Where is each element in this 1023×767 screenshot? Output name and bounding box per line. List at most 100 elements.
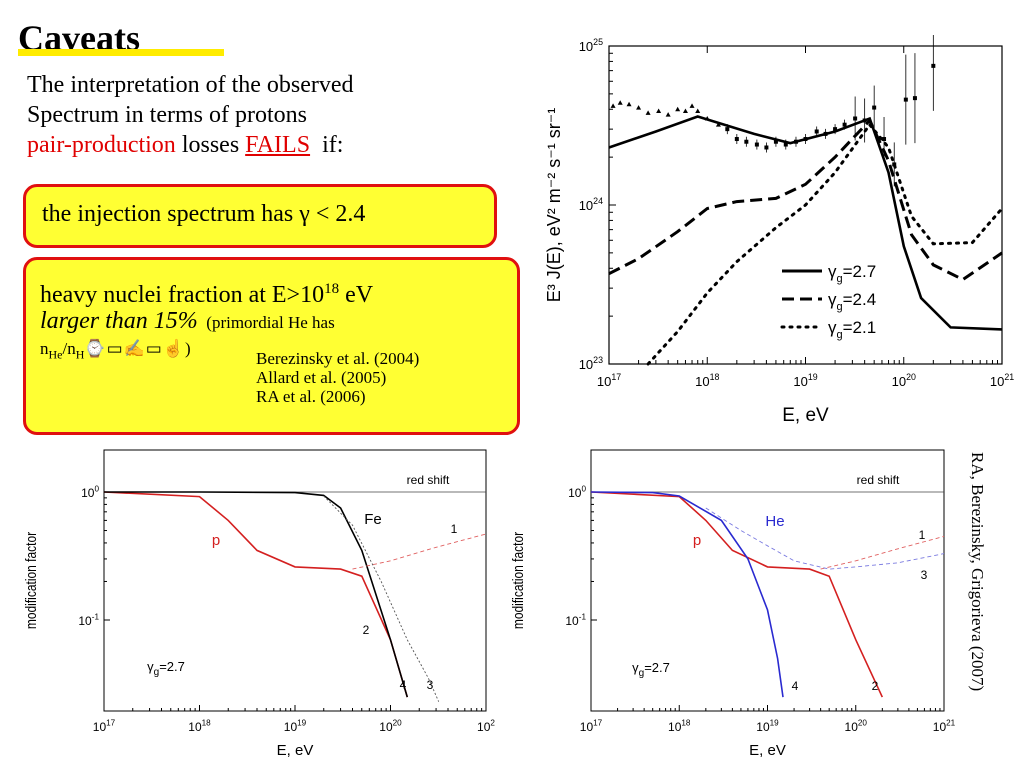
data-point-triangle [645,110,651,115]
losses-text: losses [175,132,246,158]
y-tick-label: 10-1 [565,613,586,628]
intro-line-1: The interpretation of the observed [27,72,354,98]
data-point-square [744,139,749,144]
curve-1-dashed [352,533,487,570]
y-tick-label: 100 [568,485,586,500]
reference-item: RA et al. (2006) [256,387,366,406]
spectrum-chart-ticks: 1017 1018 1019 1020 1021 1023 1024 1025 [579,37,1015,389]
data-point-square [853,116,858,121]
x-tick-label: 1020 [845,719,868,734]
x-axis-label: E, eV [782,405,829,426]
he-chart-annotations: red shift p He 1 2 3 4 γg=2.7 E, eV modification … [510,473,928,759]
data-point-square [783,142,788,147]
intro-line-2: Spectrum in terms of protons [27,102,307,128]
data-point-triangle [665,112,671,117]
spectrum-axis-labels: E, eV E³ J(E), eV² m⁻² s⁻¹ sr⁻¹ [544,108,829,426]
x-tick-label: 1018 [695,372,719,389]
curve-3-dotted [323,495,440,702]
if-text: if: [310,132,344,158]
x-axis-label: E, eV [277,742,314,759]
x-tick-label: 1019 [756,719,779,734]
ratio-glyphs: ⌚▭✍▭☝ [84,339,186,358]
data-point-triangle [610,103,616,108]
x-tick-label: 1017 [580,719,603,734]
data-point-triangle [682,108,688,114]
legend-label: γg=2.7 [828,262,876,285]
data-point-square [833,127,838,132]
he-label: He [765,513,784,530]
x-tick-label: 1018 [188,719,211,734]
data-point-square [872,105,877,110]
pair-production-text: pair-production [27,132,176,158]
series-line-p [103,491,409,698]
primordial-note: (primordial He has [197,313,335,332]
spectrum-legend: γg=2.7 γg=2.4 γg=2.1 [780,262,876,341]
ratio-sub-h: H [75,347,85,362]
ratio-sub-he: He [48,347,63,362]
data-point-triangle [636,105,642,110]
heavy-nuclei-suffix: eV [339,282,374,308]
heavy-nuclei-prefix: heavy nuclei fraction at E>10 [40,282,325,308]
curve-1-label: 1 [451,522,458,536]
heavy-nuclei-exponent: 18 [324,281,340,297]
data-point-square [754,142,759,147]
series-line-dashed [608,117,1003,282]
ratio-close: ) [185,339,191,358]
ratio-line: nHe/nH⌚▭✍▭☝) [40,338,191,365]
data-point-triangle [656,108,662,114]
reference-item: Allard et al. (2005) [256,368,387,387]
curve-4-label: 4 [400,678,407,692]
references: Berezinsky et al. (2004) Allard et al. (… [256,349,419,406]
x-axis-label: E, eV [749,742,786,759]
title-underline [18,49,224,56]
data-point-square [931,63,936,68]
fraction-line: larger than 15% (primordial He has [40,306,335,338]
fe-label: Fe [364,511,382,528]
curve-3-label: 3 [427,678,434,692]
y-tick-label: 100 [81,485,99,500]
data-point-triangle [675,106,681,112]
he-chart-lines [590,491,945,698]
x-tick-label: 102 [477,719,495,734]
x-tick-label: 1017 [597,372,621,389]
heavy-nuclei-box: heavy nuclei fraction at E>1018 eV large… [23,257,520,435]
y-axis-label: modification factor [510,531,527,629]
spectrum-model-lines [608,115,1004,366]
fe-chart-lines [103,491,487,702]
injection-spectrum-text: the injection spectrum has γ < 2.4 [42,201,366,227]
spectrum-data-points [610,35,936,187]
ratio-n: n [40,339,49,358]
x-tick-label: 1019 [284,719,307,734]
data-point-square [912,96,917,101]
fraction-text: larger than 15% [40,308,198,334]
y-tick-label: 10-1 [78,613,99,628]
curve-1-dashed [820,535,945,570]
injection-spectrum-box: the injection spectrum has γ < 2.4 [23,184,497,248]
data-point-square [773,139,778,144]
gamma-label: γg=2.7 [632,660,670,679]
series-line-dotted [646,122,1004,366]
series-line-solid [608,115,1003,331]
curve-3-dashed [705,507,945,570]
p-label: p [693,532,701,549]
data-point-square [764,145,769,150]
x-tick-label: 1021 [933,719,956,734]
series-line-fe [104,491,409,698]
fe-chart-annotations: red shift p Fe 1 2 3 4 γg=2.7 E, eV modification … [23,473,458,759]
y-tick-label: 1024 [579,196,603,213]
curve-2-label: 2 [872,679,879,693]
y-axis-label: E³ J(E), eV² m⁻² s⁻¹ sr⁻¹ [544,108,564,302]
x-tick-label: 1020 [892,372,916,389]
data-point-square [734,137,739,142]
intro-line-3: pair-production losses FAILS if: [27,130,343,160]
red-shift-label: red shift [407,473,450,487]
series-line-he [590,491,784,698]
x-tick-label: 1017 [93,719,116,734]
side-citation: RA, Berezinsky, Grigorieva (2007) [963,452,1003,752]
reference-item: Berezinsky et al. (2004) [256,349,420,368]
data-point-triangle [695,108,701,114]
modification-chart-he: 1017 1018 1019 1020 1021 100 10-1 red shift p He… [510,449,956,759]
heavy-nuclei-line: heavy nuclei fraction at E>1018 eV [40,274,373,310]
